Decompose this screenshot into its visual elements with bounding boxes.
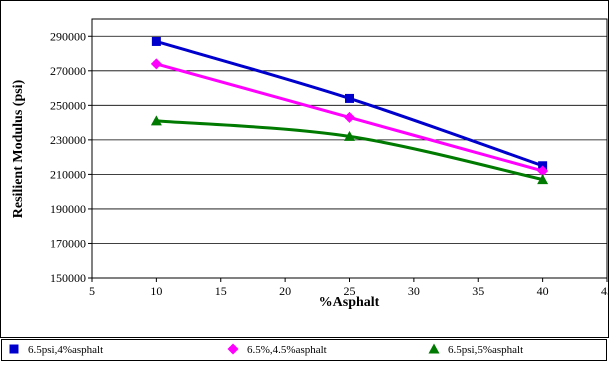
x-tick-label: 15: [215, 284, 227, 298]
data-point-marker: [537, 165, 549, 177]
data-point-marker: [150, 115, 162, 126]
plot-area: [91, 18, 608, 279]
y-tick-label: 250000: [50, 98, 86, 112]
x-tick-label: 25: [344, 284, 356, 298]
x-tick-label: 5: [89, 284, 95, 298]
y-tick-label: 210000: [50, 167, 86, 181]
legend-box: [1, 339, 607, 361]
y-tick-label: 230000: [50, 133, 86, 147]
legend: 6.5psi,4%asphalt 6.5%,4.5%asphalt 6.5psi,5…: [9, 343, 523, 356]
legend-marker: [227, 343, 239, 355]
legend-marker: [428, 343, 440, 354]
y-tick-label: 290000: [50, 29, 86, 43]
data-point-marker: [150, 58, 162, 70]
series-2: [150, 58, 549, 177]
x-tick-label: 45: [601, 284, 609, 298]
gridlines: [92, 35, 607, 244]
x-tick-label: 35: [472, 284, 484, 298]
y-tick-label: 190000: [50, 202, 86, 216]
x-tick-label: 30: [408, 284, 420, 298]
legend-marker: [9, 344, 19, 354]
y-axis-title: Resilient Modulus (psi): [11, 79, 26, 218]
legend-label: 6.5%,4.5%asphalt: [247, 344, 327, 356]
y-tick-label: 270000: [50, 64, 86, 78]
legend-entry: 6.5%,4.5%asphalt: [227, 343, 327, 356]
legend-entry: 6.5psi,5%asphalt: [428, 343, 523, 356]
data-point-marker: [344, 111, 355, 123]
x-tick-label: 40: [537, 284, 549, 298]
series-group: [150, 36, 549, 185]
data-point-marker: [151, 36, 161, 46]
data-point-marker: [345, 93, 354, 103]
x-axis-title: %Asphalt: [319, 295, 380, 310]
x-tick-label: 20: [279, 284, 291, 298]
data-point-marker: [344, 130, 355, 141]
legend-label: 6.5psi,5%asphalt: [448, 344, 523, 356]
y-tick-label: 150000: [50, 271, 86, 285]
x-tick-label: 10: [150, 284, 162, 298]
axes: [88, 35, 608, 282]
legend-entry: 6.5psi,4%asphalt: [9, 344, 103, 356]
data-point-marker: [537, 174, 549, 185]
tick-labels: 150000 170000 190000 210000 230000 250000 2700…: [50, 29, 609, 298]
y-tick-label: 170000: [50, 236, 86, 250]
legend-label: 6.5psi,4%asphalt: [28, 344, 103, 356]
series-3: [150, 115, 549, 185]
